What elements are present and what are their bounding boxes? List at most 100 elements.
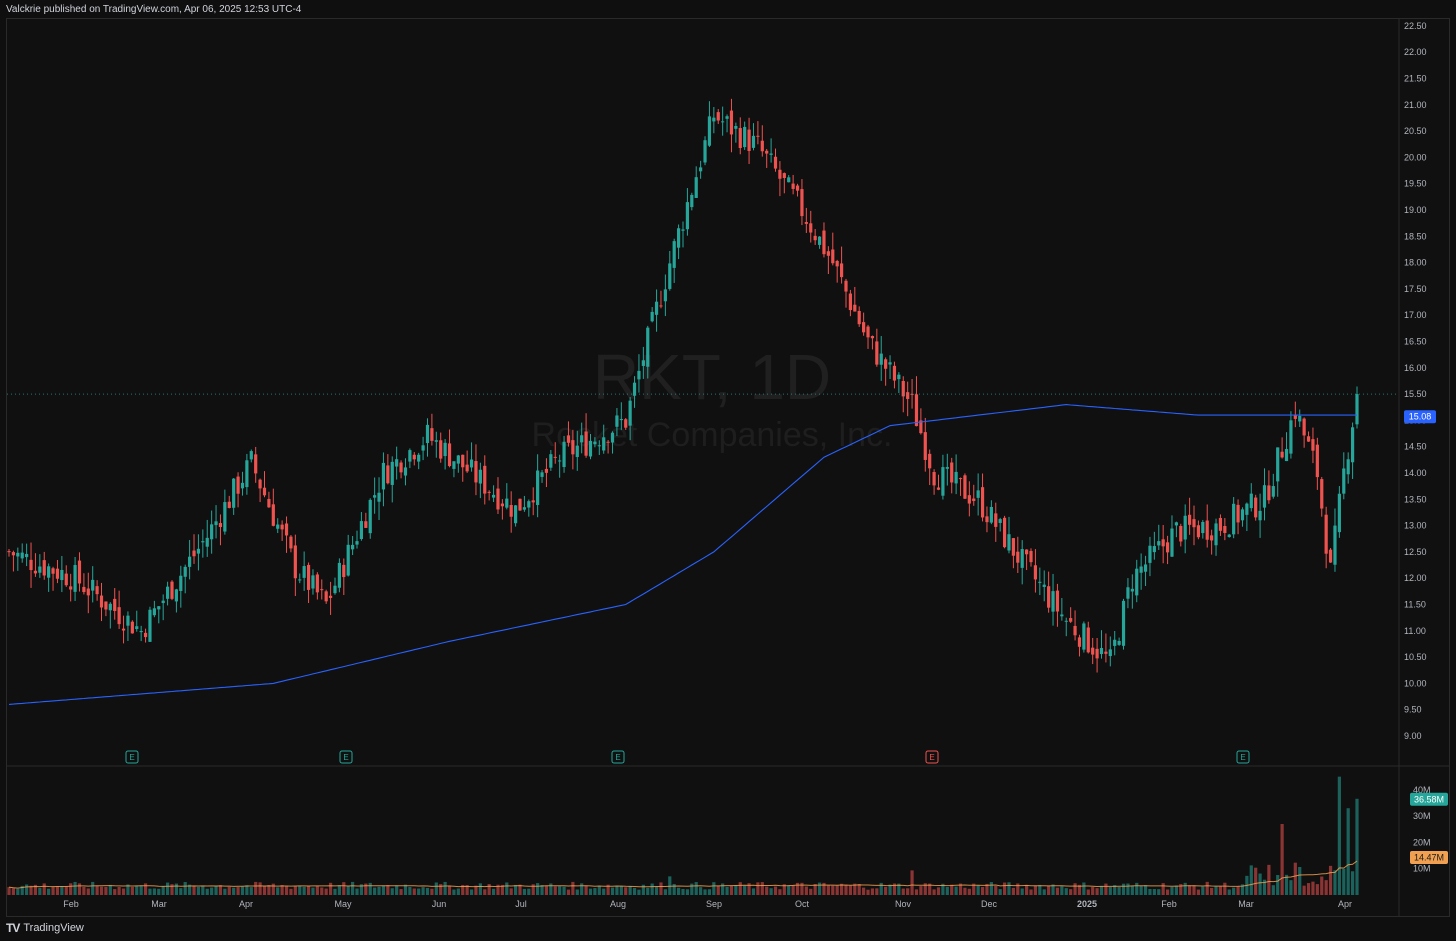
candle-body: [1311, 439, 1315, 451]
volume-bar: [174, 883, 178, 895]
earnings-marker-label: E: [929, 753, 934, 762]
volume-bar: [139, 885, 143, 895]
price-tick-label: 13.50: [1404, 494, 1427, 504]
volume-bar: [148, 888, 152, 895]
candle-body: [91, 579, 95, 591]
volume-bar: [672, 883, 676, 895]
candle-body: [522, 507, 527, 510]
volume-bar: [597, 885, 601, 895]
candle-body: [399, 462, 403, 473]
earnings-marker-icon[interactable]: [339, 750, 353, 764]
volume-bar: [342, 882, 346, 895]
volume-bar: [1337, 776, 1341, 895]
earnings-marker-icon[interactable]: [611, 750, 625, 764]
candle-body: [170, 581, 174, 599]
candle-body: [853, 304, 857, 312]
volume-bar: [258, 882, 262, 895]
volume-bar: [1007, 882, 1011, 895]
candle-body: [143, 632, 148, 638]
candle-body: [822, 230, 826, 255]
candle-body: [729, 110, 734, 135]
volume-bar: [1047, 885, 1051, 895]
earnings-marker-icon[interactable]: [125, 750, 139, 764]
candle-body: [1254, 497, 1258, 518]
candle-body: [518, 498, 522, 511]
volume-bar: [540, 885, 544, 895]
candle-body: [381, 462, 386, 490]
volume-bar: [646, 887, 650, 895]
candle-body: [386, 465, 390, 484]
volume-bar: [126, 884, 130, 895]
candle-body: [540, 472, 544, 477]
candle-body: [1315, 444, 1319, 478]
price-tick-label: 13.00: [1404, 521, 1427, 531]
volume-bar: [33, 884, 38, 895]
candle-body: [884, 359, 888, 369]
candle-body: [954, 471, 958, 484]
candle-body: [1333, 525, 1337, 565]
candle-body: [351, 544, 355, 550]
volume-bar: [690, 883, 694, 895]
volume-bar: [245, 885, 249, 895]
candle-body: [650, 311, 654, 322]
volume-tick-label: 40M: [1413, 785, 1431, 795]
volume-bar: [293, 886, 297, 895]
candle-body: [1205, 520, 1209, 540]
candle-body: [580, 435, 584, 443]
volume-bar: [831, 885, 835, 895]
candle-body: [972, 498, 976, 502]
volume-bar: [456, 888, 460, 895]
volume-bar: [1284, 874, 1289, 895]
candle-body: [1232, 503, 1236, 535]
volume-bar: [844, 884, 848, 895]
volume-bar: [544, 885, 549, 895]
volume-bar: [514, 884, 518, 895]
volume-bar: [632, 887, 637, 895]
candle-body: [16, 552, 20, 557]
volume-bar: [135, 885, 139, 895]
candle-body: [848, 293, 852, 311]
candle-body: [980, 487, 985, 518]
candle-body: [452, 461, 456, 469]
volume-bar: [346, 886, 350, 895]
candle-body: [716, 112, 720, 121]
volume-bar: [747, 883, 751, 895]
volume-bar: [1091, 887, 1095, 895]
volume-bar: [1227, 889, 1231, 895]
candle-body: [174, 589, 178, 602]
candle-body: [302, 566, 306, 578]
candle-body: [298, 579, 302, 581]
volume-bar: [1306, 883, 1311, 895]
earnings-marker-icon[interactable]: [1236, 750, 1250, 764]
volume-bar: [1240, 884, 1245, 895]
candle-body: [919, 420, 923, 434]
candle-body: [245, 460, 249, 488]
price-tick-label: 17.50: [1404, 284, 1427, 294]
volume-bar: [954, 886, 958, 895]
candle-body: [945, 467, 949, 469]
volume-bar: [928, 883, 932, 895]
volume-bar: [1073, 883, 1077, 895]
volume-bar: [906, 888, 910, 895]
candle-body: [29, 559, 33, 571]
candle-body: [734, 125, 738, 129]
candle-body: [963, 475, 967, 499]
candle-body: [888, 362, 892, 365]
volume-bar: [320, 887, 324, 895]
candle-body: [439, 440, 443, 459]
earnings-marker-icon[interactable]: [925, 750, 939, 764]
candle-body: [1337, 493, 1341, 533]
candle-body: [906, 392, 910, 399]
volume-bar: [29, 885, 33, 895]
volume-bar: [1333, 870, 1337, 895]
volume-bar: [606, 884, 610, 895]
candle-body: [232, 478, 236, 508]
candle-body: [760, 140, 764, 152]
volume-bar: [381, 885, 386, 895]
candle-body: [923, 432, 927, 460]
volume-bar: [403, 884, 408, 895]
candle-body: [1091, 647, 1095, 655]
chart-frame: RKT, 1D Rocket Companies, Inc. 9.00 9.50 10.…: [6, 18, 1450, 917]
earnings-marker-label: E: [343, 753, 348, 762]
